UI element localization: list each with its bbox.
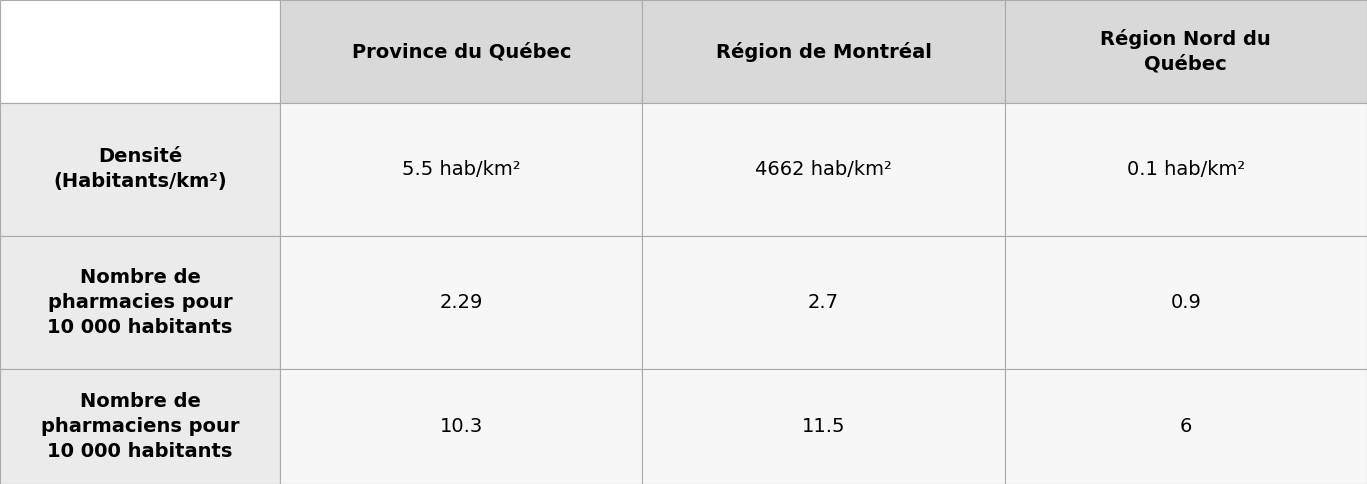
Bar	[1005, 0, 1367, 103]
Bar	[642, 236, 1005, 369]
Bar	[642, 0, 1005, 103]
Bar	[642, 369, 1005, 484]
Bar	[1005, 236, 1367, 369]
Text: 10.3: 10.3	[440, 417, 483, 436]
Bar	[0, 0, 280, 103]
Bar	[280, 236, 642, 369]
Bar	[0, 236, 280, 369]
Text: Nombre de
pharmaciens pour
10 000 habitants: Nombre de pharmaciens pour 10 000 habita…	[41, 392, 239, 461]
Text: 11.5: 11.5	[802, 417, 845, 436]
Bar	[0, 369, 280, 484]
Text: 0.9: 0.9	[1170, 293, 1202, 312]
Bar	[1005, 369, 1367, 484]
Text: 4662 hab/km²: 4662 hab/km²	[755, 160, 893, 179]
Text: 2.7: 2.7	[808, 293, 839, 312]
Bar	[280, 103, 642, 236]
Bar	[1005, 103, 1367, 236]
Text: Région de Montréal: Région de Montréal	[716, 42, 931, 61]
Bar	[280, 0, 642, 103]
Text: Nombre de
pharmacies pour
10 000 habitants: Nombre de pharmacies pour 10 000 habitan…	[48, 268, 232, 337]
Text: Région Nord du
Québec: Région Nord du Québec	[1100, 29, 1271, 74]
Text: 5.5 hab/km²: 5.5 hab/km²	[402, 160, 521, 179]
Bar	[0, 103, 280, 236]
Bar	[642, 103, 1005, 236]
Text: 0.1 hab/km²: 0.1 hab/km²	[1126, 160, 1245, 179]
Bar	[280, 369, 642, 484]
Text: Densité
(Habitants/km²): Densité (Habitants/km²)	[53, 148, 227, 192]
Text: 6: 6	[1180, 417, 1192, 436]
Text: Province du Québec: Province du Québec	[351, 42, 571, 61]
Text: 2.29: 2.29	[440, 293, 483, 312]
